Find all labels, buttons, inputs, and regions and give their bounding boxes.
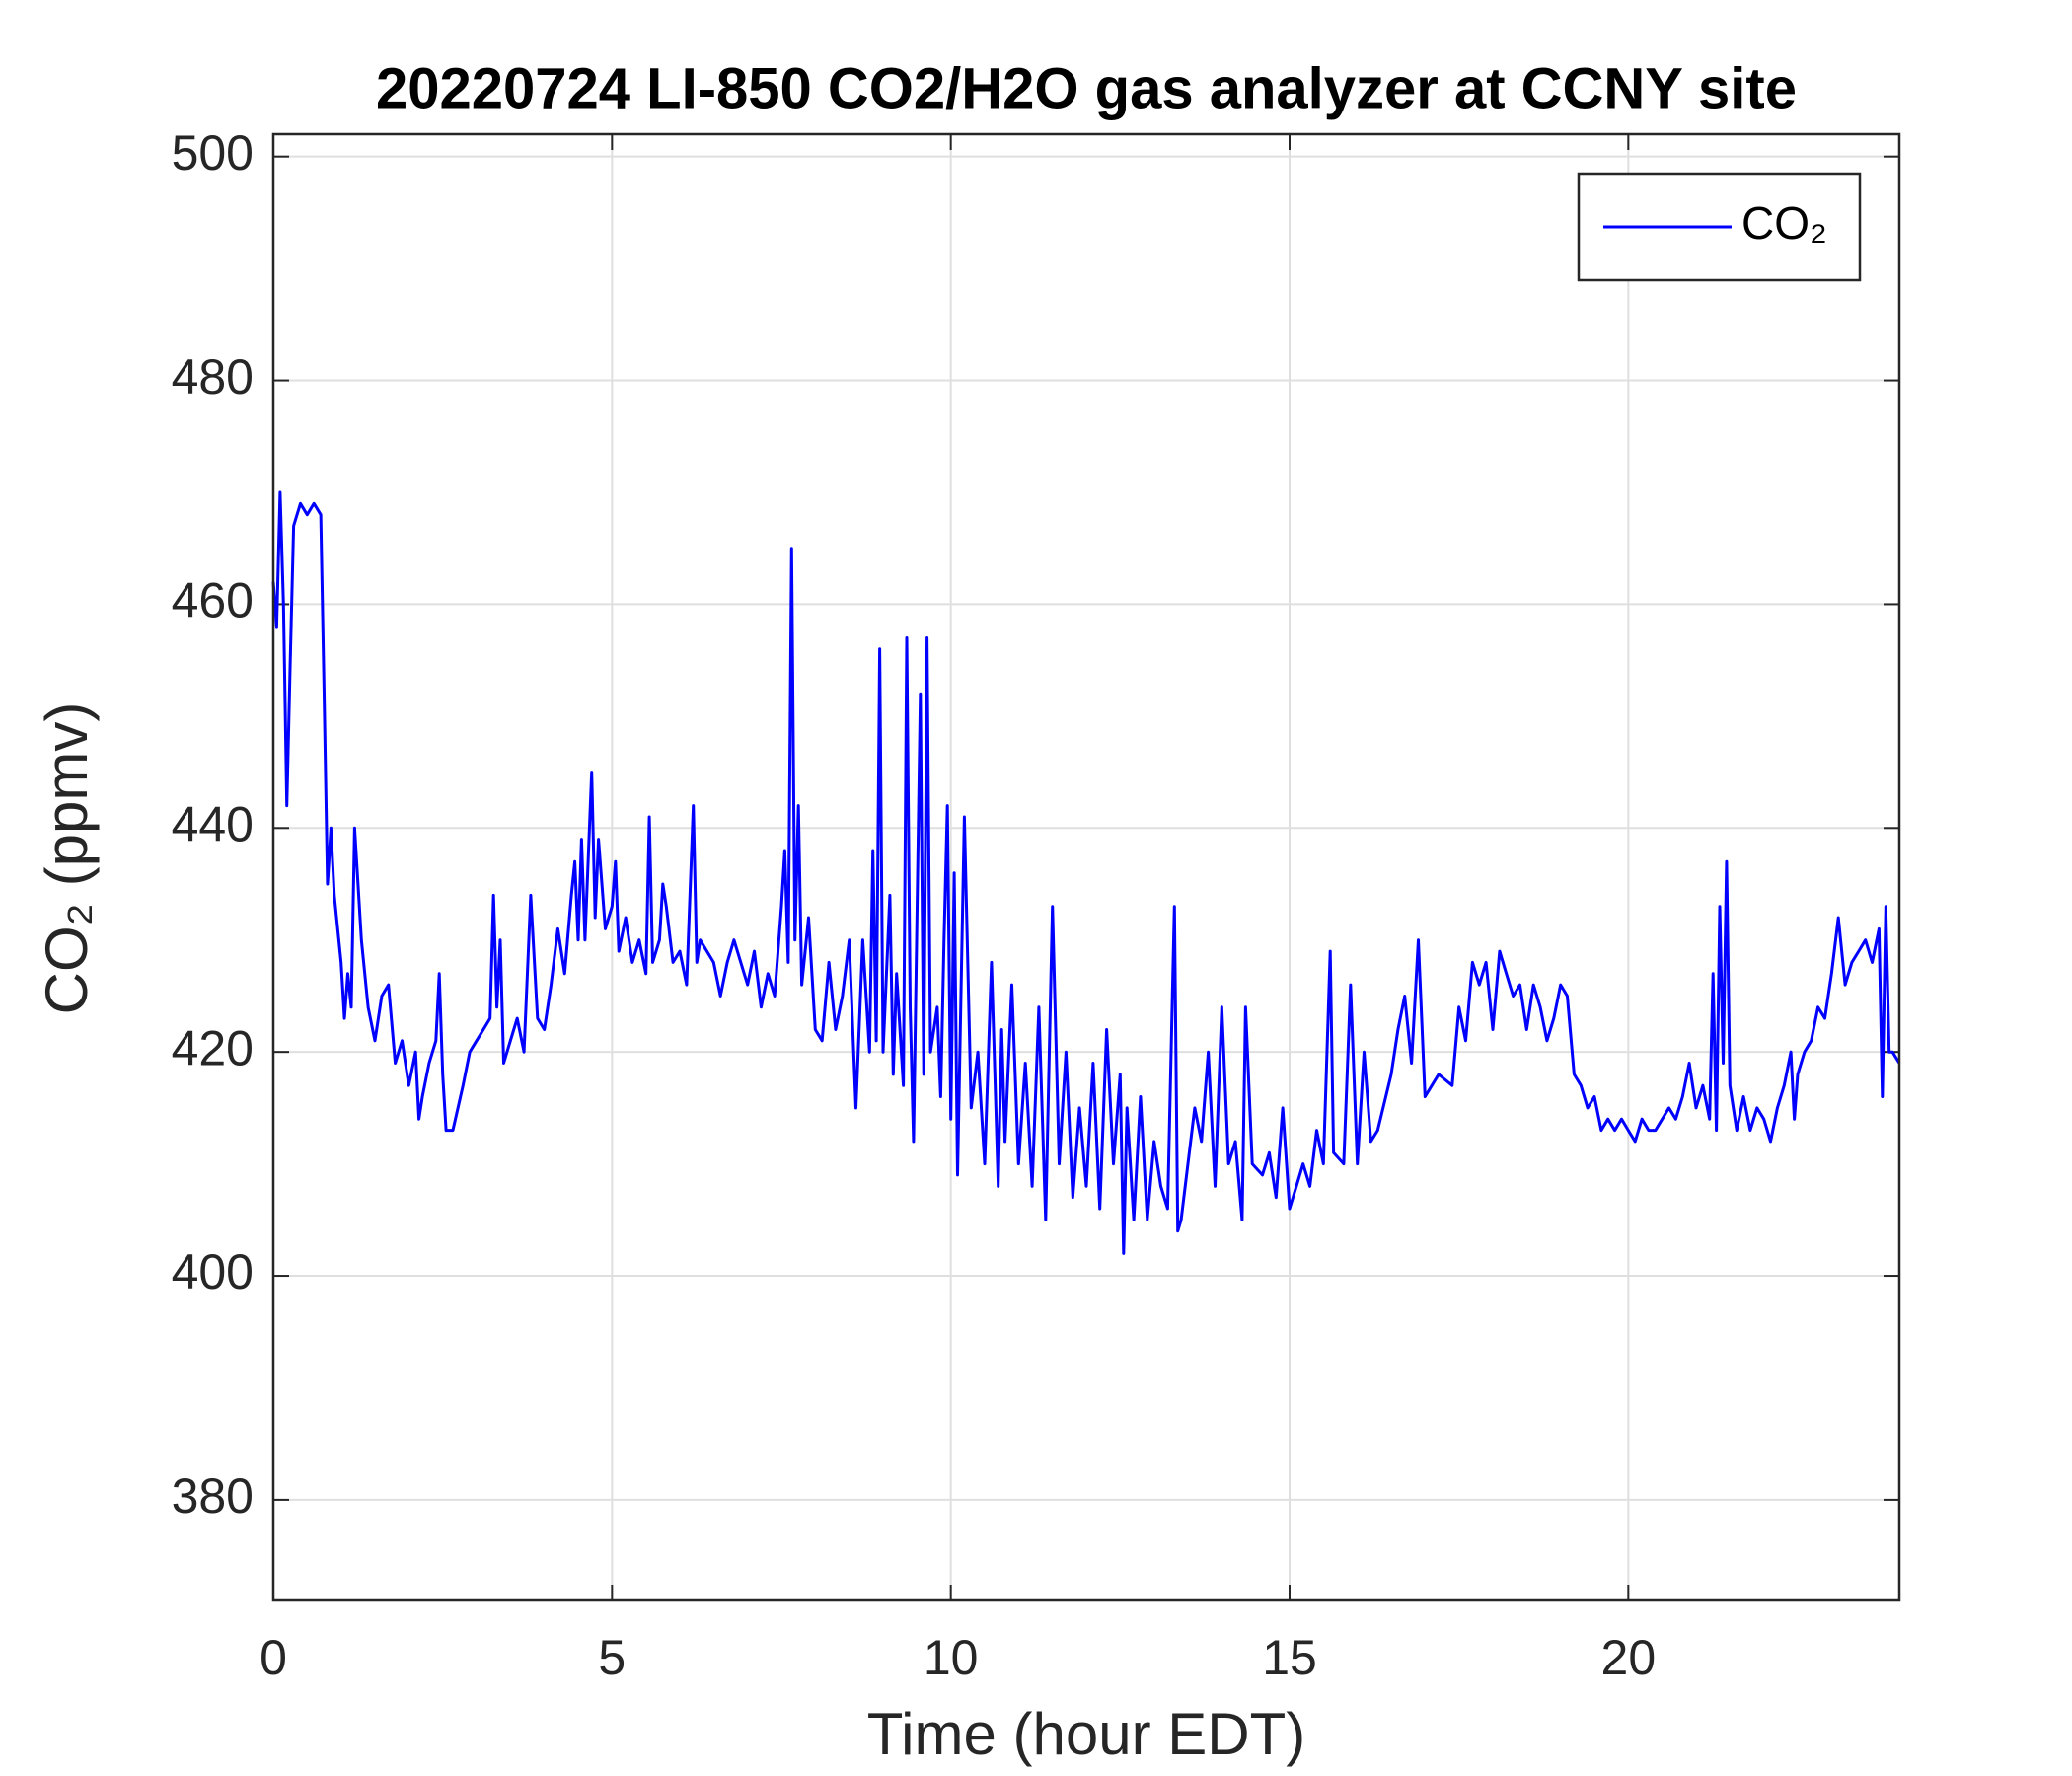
x-tick-label: 5: [598, 1630, 626, 1685]
y-tick-label: 400: [172, 1244, 254, 1299]
chart-title: 20220724 LI-850 CO2/H2O gas analyzer at …: [376, 56, 1797, 120]
y-tick-label: 440: [172, 797, 254, 852]
data-line: [271, 490, 1901, 1255]
y-tick-label: 480: [172, 349, 254, 405]
axes-box: [271, 132, 1901, 1602]
y-tick-label: 380: [172, 1468, 254, 1523]
x-tick-label: 15: [1262, 1630, 1317, 1685]
plot-area: [273, 134, 1899, 1600]
x-tick-label: 10: [924, 1630, 979, 1685]
y-tick-label: 500: [172, 125, 254, 181]
x-tick-label: 20: [1601, 1630, 1657, 1685]
x-axis-label: Time (hour EDT): [867, 1701, 1306, 1767]
y-tick-label: 460: [172, 573, 254, 629]
legend-label: CO₂: [1741, 197, 1827, 249]
x-tick-label: 0: [259, 1630, 287, 1685]
y-axis-label: CO₂ (ppmv): [34, 703, 100, 1015]
y-tick-label: 420: [172, 1020, 254, 1075]
